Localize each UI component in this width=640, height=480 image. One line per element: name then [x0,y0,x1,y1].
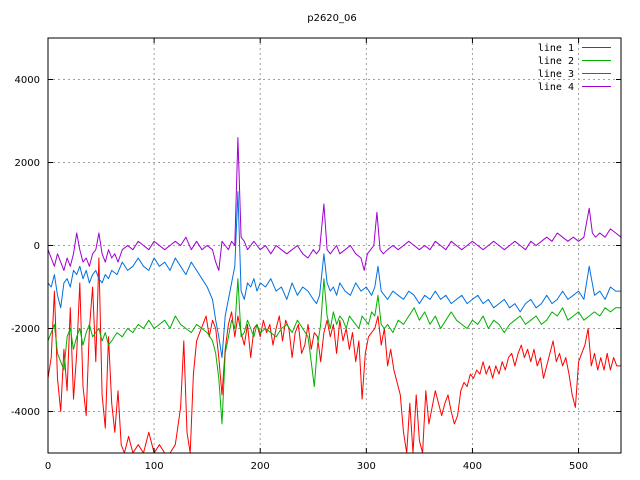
legend-label: line 3 [538,69,574,80]
x-tick-label: 200 [251,461,270,472]
axis-ticks: 0 100 200 300 400 500 -4000 -2000 0 2000 4000 [11,38,621,472]
x-tick-label: 500 [569,461,588,472]
legend-label: line 2 [538,56,574,67]
x-tick-label: 100 [145,461,164,472]
x-tick-label: 300 [357,461,376,472]
legend-label: line 1 [538,43,574,54]
y-tick-label: -4000 [11,407,40,418]
y-tick-label: 0 [34,241,40,252]
y-tick-label: 2000 [15,158,40,169]
series-line-3 [48,191,621,359]
chart-title: p2620_06 [307,13,357,24]
x-tick-label: 400 [463,461,482,472]
y-tick-label: -2000 [11,324,40,335]
y-tick-label: 4000 [15,75,40,86]
series-line-4 [48,137,621,271]
legend: line 1 line 2 line 3 line 4 [538,43,611,93]
plot-series [48,137,621,453]
series-line-1 [48,257,621,453]
series-line-2 [48,278,621,425]
x-tick-label: 0 [45,461,51,472]
legend-label: line 4 [538,82,574,93]
